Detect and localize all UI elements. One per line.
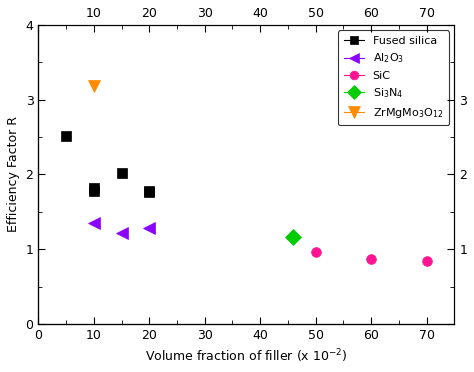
SiC [313, 250, 319, 254]
SiC [368, 257, 374, 261]
Fused silica [146, 190, 152, 195]
Al$_2$O$_3$ [91, 221, 97, 225]
SiC [424, 259, 429, 263]
Line: SiC: SiC [311, 247, 431, 266]
Al$_2$O$_3$ [118, 231, 124, 235]
Fused silica [91, 186, 97, 190]
Al$_2$O$_3$ [146, 226, 152, 231]
Fused silica [118, 171, 124, 175]
Legend: Fused silica, Al$_2$O$_3$, SiC, Si$_3$N$_4$, ZrMgMo$_3$O$_{12}$: Fused silica, Al$_2$O$_3$, SiC, Si$_3$N$… [338, 31, 449, 125]
Fused silica [63, 133, 69, 138]
Fused silica [91, 189, 97, 193]
X-axis label: Volume fraction of filler (x 10$^{-2}$): Volume fraction of filler (x 10$^{-2}$) [145, 347, 347, 365]
Line: Al$_2$O$_3$: Al$_2$O$_3$ [88, 218, 155, 238]
Fused silica [146, 189, 152, 193]
Y-axis label: Efficiency Factor R: Efficiency Factor R [7, 116, 20, 232]
Line: Fused silica: Fused silica [61, 131, 154, 197]
